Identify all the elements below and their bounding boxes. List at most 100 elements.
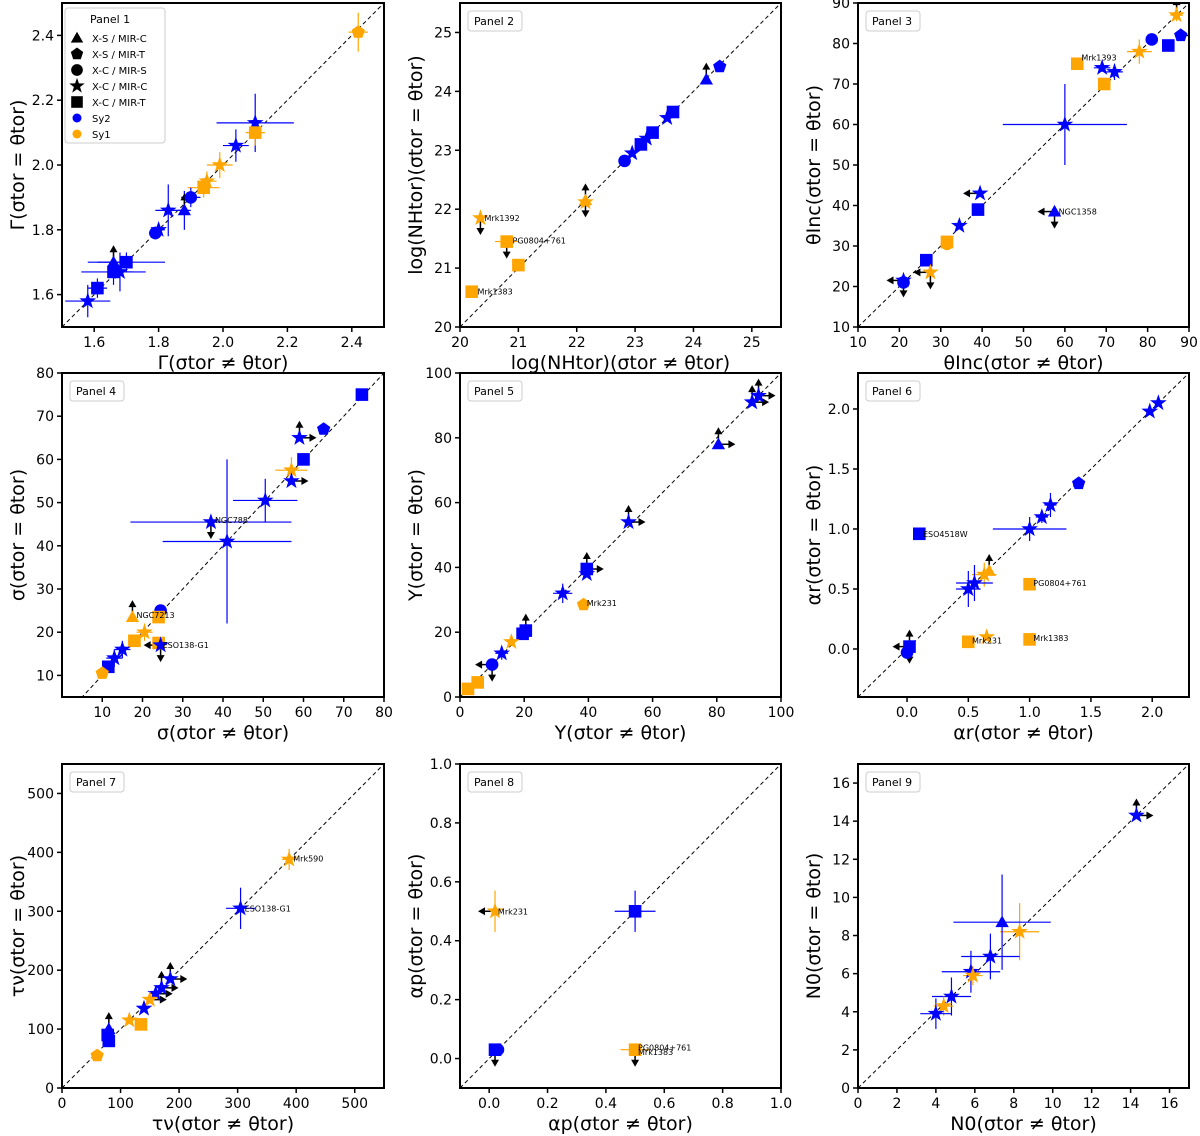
- data-point-star: [162, 970, 179, 987]
- data-point-square: [248, 126, 262, 139]
- y-tick-label: 10: [36, 668, 54, 684]
- point-annotation: Mrk1383: [478, 288, 513, 297]
- y-tick-label: 24: [434, 84, 452, 100]
- y-tick-label: 40: [434, 560, 452, 576]
- data-point-square: [355, 388, 369, 401]
- panel-9: 0 2 4 6 8 10 12 14 16 0 2 4 6 8 10 12 14 16 N0(σtor ≠ θtor…: [803, 763, 1190, 1135]
- panel-title: Panel 5: [467, 380, 523, 402]
- legend-marker-pentagon: [70, 47, 84, 60]
- y-tick-label: 14: [832, 814, 850, 830]
- y-tick-label: 30: [36, 582, 54, 598]
- x-tick-label: 80: [375, 705, 393, 721]
- panel-title: Panel 3: [865, 10, 921, 32]
- data-point-square: [134, 1018, 148, 1031]
- limit-arrowhead: [502, 251, 511, 259]
- legend-label: X-C / MIR-T: [92, 98, 146, 109]
- data-point-star: [1150, 394, 1167, 411]
- data-point-star: [960, 580, 977, 597]
- limit-arrowhead: [521, 613, 530, 621]
- legend-label: X-C / MIR-S: [92, 66, 147, 77]
- data-point-star: [943, 987, 960, 1004]
- data-point-star: [951, 217, 968, 233]
- y-tick-label: 50: [832, 158, 850, 174]
- x-tick-label: 100: [107, 1096, 134, 1112]
- legend-marker-dot: [72, 113, 82, 123]
- plot-area: [858, 764, 1189, 1088]
- data-point-star: [638, 129, 656, 146]
- data-point-circle: [940, 237, 954, 251]
- y-tick-label: 1.5: [828, 462, 850, 478]
- point-annotation: Mrk590: [293, 854, 323, 863]
- y-tick-label: 200: [27, 963, 54, 979]
- legend-label: X-C / MIR-C: [92, 82, 147, 93]
- data-point-square: [102, 1034, 116, 1048]
- data-point-star: [978, 628, 995, 645]
- limit-arrowhead: [1050, 221, 1059, 229]
- x-tick-label: 80: [708, 705, 726, 721]
- x-tick-label: 24: [685, 335, 703, 351]
- data-point-star: [283, 472, 300, 489]
- data-point-star: [982, 947, 999, 964]
- y-tick-label: 70: [832, 77, 850, 93]
- data-point-circle: [184, 191, 198, 204]
- y-tick-label: 0: [45, 1081, 54, 1097]
- y-tick-label: 1.8: [32, 223, 54, 239]
- y-tick-label: 22: [434, 202, 452, 218]
- limit-arrowhead: [714, 427, 723, 435]
- data-point-square: [465, 285, 478, 298]
- point-annotation: ESO138-G1: [163, 641, 209, 650]
- x-tick-label: 16: [1161, 1096, 1179, 1112]
- data-point-triangle: [711, 437, 726, 450]
- x-tick-label: 8: [1009, 1096, 1018, 1112]
- y-tick-label: 4: [841, 1005, 850, 1021]
- x-tick-label: 0.5: [957, 705, 979, 721]
- y-tick-label: 1.6: [32, 288, 54, 304]
- y-axis-label: θInc(σtor = θtor): [803, 85, 825, 245]
- data-point-star: [280, 850, 298, 867]
- data-point-star: [472, 209, 489, 226]
- x-tick-label: 20: [890, 335, 908, 351]
- data-point-star: [1141, 402, 1159, 419]
- data-point-circle: [897, 276, 910, 289]
- data-point-triangle: [995, 915, 1009, 928]
- x-tick-label: 2: [892, 1096, 901, 1112]
- data-point-star: [503, 633, 520, 649]
- x-tick-label: 70: [1097, 335, 1115, 351]
- x-tick-label: 14: [1122, 1096, 1140, 1112]
- x-tick-label: 0: [456, 705, 465, 721]
- y-tick-label: 6: [841, 967, 850, 983]
- point-annotation: NGC788: [215, 516, 248, 525]
- limit-arrowhead: [143, 641, 151, 650]
- y-tick-label: 70: [36, 409, 54, 425]
- y-tick-label: 10: [832, 320, 850, 336]
- data-point-triangle: [699, 72, 713, 85]
- limit-arrowhead: [913, 268, 921, 277]
- data-point-square: [516, 627, 529, 641]
- data-point-circle: [1145, 33, 1159, 46]
- data-point-square: [913, 527, 926, 541]
- x-tick-label: 2.4: [341, 335, 363, 351]
- x-tick-label: 0.0: [478, 1096, 500, 1112]
- plot-area: Mrk231: [460, 373, 781, 697]
- limit-arrowhead: [768, 391, 776, 400]
- data-point-square: [512, 258, 525, 272]
- svg-text:Panel 5: Panel 5: [474, 385, 514, 398]
- data-point-square: [1023, 633, 1036, 646]
- y-tick-label: 40: [36, 539, 54, 555]
- data-point-square: [461, 682, 475, 696]
- data-point-star: [623, 144, 641, 161]
- data-point-star: [975, 565, 993, 582]
- x-tick-label: 22: [568, 335, 586, 351]
- data-point-circle: [485, 658, 499, 671]
- one-to-one-line: [460, 373, 781, 697]
- data-point-star: [1131, 42, 1148, 59]
- limit-arrowhead: [892, 642, 900, 651]
- y-tick-label: 2.4: [32, 28, 54, 44]
- x-tick-label: 21: [509, 335, 527, 351]
- y-tick-label: 2.0: [828, 402, 850, 418]
- y-tick-label: 0.8: [430, 816, 452, 832]
- data-point-star: [291, 429, 308, 445]
- y-tick-label: 20: [434, 320, 452, 336]
- data-point-star: [750, 386, 767, 403]
- x-tick-label: 4: [931, 1096, 940, 1112]
